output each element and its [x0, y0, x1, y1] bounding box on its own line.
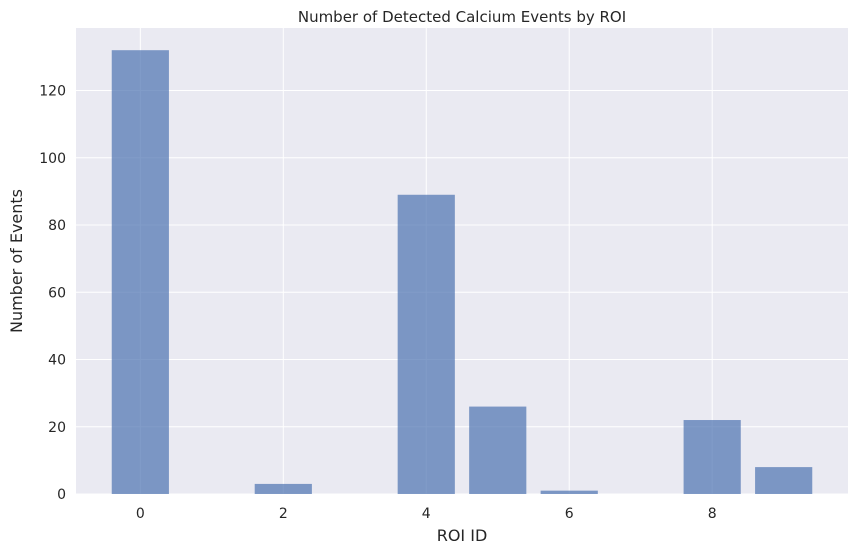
bar-roi-0: [111, 50, 169, 494]
x-tick-label: 4: [422, 506, 431, 522]
x-tick-labels: 0 2 4 6 8: [136, 506, 717, 522]
chart-title: Number of Detected Calcium Events by ROI: [298, 8, 626, 26]
y-tick-labels: 0 20 40 60 80 100 120: [39, 84, 66, 503]
y-tick-label: 120: [39, 84, 66, 100]
y-axis-label: Number of Events: [7, 189, 26, 333]
x-tick-label: 6: [565, 506, 574, 522]
x-tick-label: 8: [708, 506, 717, 522]
bar-roi-9: [755, 467, 813, 494]
y-tick-label: 40: [48, 353, 66, 369]
y-tick-label: 60: [48, 285, 66, 301]
bar-roi-6: [540, 490, 598, 494]
bar-roi-8: [683, 420, 741, 494]
bar-roi-2: [254, 483, 312, 494]
y-tick-label: 80: [48, 218, 66, 234]
y-tick-label: 100: [39, 151, 66, 167]
x-tick-label: 0: [136, 506, 145, 522]
x-axis-label: ROI ID: [437, 526, 488, 545]
x-tick-label: 2: [279, 506, 288, 522]
plot-area: [76, 28, 848, 494]
bar-roi-4: [397, 194, 455, 495]
bar-roi-5: [469, 406, 527, 494]
bars: [111, 50, 813, 495]
y-tick-label: 0: [57, 487, 66, 503]
y-tick-label: 20: [48, 420, 66, 436]
